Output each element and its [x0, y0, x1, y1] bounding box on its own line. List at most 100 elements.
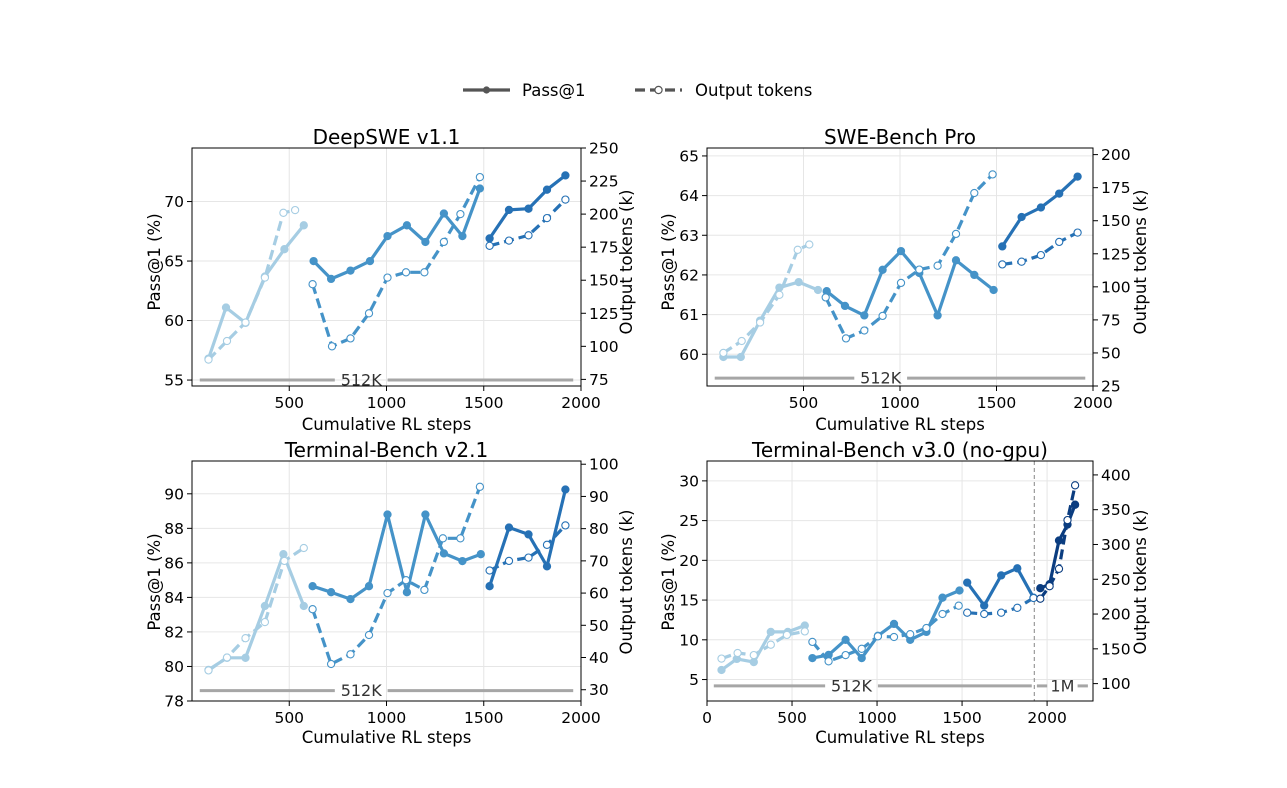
x-tick-label: 2000: [561, 394, 600, 412]
pass-point: [933, 311, 942, 320]
y2-axis-label: Output tokens (k): [1131, 190, 1150, 335]
chart-title: DeepSWE v1.1: [313, 125, 461, 149]
tokens-point: [954, 601, 963, 610]
pass-point: [813, 285, 823, 295]
tokens-series-line: [811, 604, 960, 663]
tokens-point: [204, 666, 213, 675]
pass-point: [1073, 172, 1082, 181]
tokens-point: [222, 336, 232, 346]
y2-tick-label: 175: [1101, 179, 1131, 197]
y-tick-label: 55: [164, 372, 184, 390]
y2-tick-label: 100: [589, 338, 619, 356]
y-tick-label: 30: [679, 472, 699, 490]
pass-point: [402, 221, 412, 230]
tokens-point: [260, 617, 270, 627]
tokens-series-line: [722, 243, 810, 355]
pass-series-line: [312, 512, 482, 601]
pass-point: [280, 245, 289, 254]
plot-area: 512K 500 1000 1500 2000 60 61 62 63 64 65 25 50 75 100…: [679, 146, 1130, 412]
tokens-point: [485, 566, 494, 575]
tokens-point: [1036, 250, 1046, 260]
tokens-point: [475, 482, 485, 491]
tokens-point: [915, 265, 924, 274]
pass-point: [889, 619, 899, 629]
pass-point: [299, 601, 308, 611]
pass-point: [860, 311, 869, 320]
x-tick-label: 500: [789, 394, 819, 412]
tokens-point: [299, 543, 308, 553]
tokens-point: [775, 290, 784, 299]
y2-tick-label: 250: [589, 140, 619, 158]
tokens-point: [260, 273, 270, 282]
pass-series-line: [825, 249, 995, 317]
pass-point: [1017, 212, 1026, 222]
tokens-point: [383, 273, 392, 282]
pass-point: [951, 256, 961, 265]
y-tick-label: 88: [164, 520, 184, 538]
pass-point: [241, 653, 250, 662]
pass-series-line: [812, 589, 961, 660]
x-tick-label: 500: [777, 709, 807, 727]
pass-point: [524, 530, 533, 539]
tokens-point: [938, 609, 947, 619]
tokens-point: [524, 231, 533, 240]
x-tick-label: 2000: [1027, 709, 1066, 727]
tokens-point: [1045, 582, 1054, 591]
y-axis-label: Pass@1 (%): [659, 213, 678, 310]
legend-pass-label: Pass@1: [522, 81, 586, 100]
context-label: 512K: [341, 681, 383, 700]
tokens-point: [933, 261, 942, 270]
tokens-series-line: [824, 173, 994, 340]
tokens-point: [346, 650, 355, 659]
y2-tick-label: 150: [1101, 640, 1131, 658]
tokens-point: [1036, 594, 1045, 603]
tokens-point: [401, 268, 411, 277]
y-axis-label: Pass@1 (%): [659, 533, 678, 630]
pass-point: [485, 582, 494, 591]
pass-point: [989, 285, 998, 295]
tokens-point: [290, 205, 300, 215]
pass-point: [736, 352, 745, 362]
y-tick-label: 90: [164, 485, 184, 503]
tokens-point: [1063, 515, 1072, 525]
pass-point: [309, 256, 318, 266]
pass-point: [221, 303, 231, 312]
y-tick-label: 62: [679, 266, 699, 284]
tokens-point: [988, 170, 997, 179]
pass-point: [963, 578, 972, 587]
y2-tick-label: 100: [589, 456, 619, 474]
x-tick-label: 1000: [367, 709, 406, 727]
y2-tick-label: 30: [589, 681, 609, 699]
y-tick-label: 84: [164, 589, 184, 607]
tokens-point: [1073, 228, 1082, 237]
chart-panel-deepswe: DeepSWE v1.1 Cumulative RL steps Pass@1 …: [145, 125, 636, 434]
pass-point: [326, 588, 336, 597]
tokens-point: [204, 355, 213, 364]
tokens-point: [420, 585, 429, 595]
tokens-point: [420, 268, 429, 277]
tokens-point: [279, 208, 288, 217]
tokens-point: [456, 534, 465, 543]
y2-axis-label: Output tokens (k): [617, 190, 636, 335]
tokens-series-line: [311, 176, 482, 348]
tokens-point: [1017, 257, 1026, 266]
tokens-point: [222, 653, 232, 662]
x-axis-label: Cumulative RL steps: [302, 728, 472, 747]
y2-tick-label: 250: [1101, 571, 1131, 589]
tokens-point: [475, 172, 485, 182]
tokens-point: [401, 576, 411, 585]
legend-tokens-label: Output tokens: [695, 81, 812, 100]
tokens-point: [782, 630, 792, 640]
tokens-point: [733, 648, 742, 658]
tokens-point: [561, 195, 570, 204]
tokens-point: [241, 318, 250, 327]
pass-point: [878, 265, 887, 274]
tokens-point: [824, 657, 833, 666]
chart-title: Terminal-Bench v2.1: [284, 438, 488, 462]
y2-tick-label: 125: [589, 305, 619, 323]
tokens-point: [873, 632, 883, 641]
pass-point: [997, 571, 1006, 580]
y2-tick-label: 125: [1101, 245, 1131, 263]
tokens-point: [241, 634, 250, 643]
